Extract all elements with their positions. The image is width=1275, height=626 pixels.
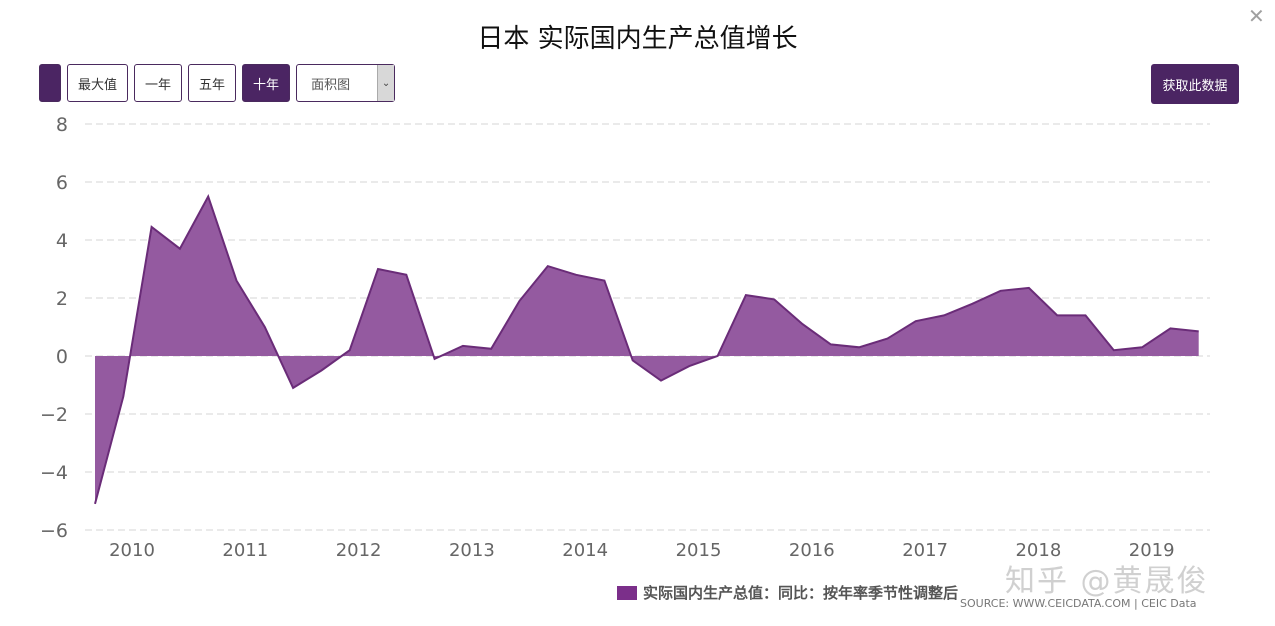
range-button-max[interactable]: 最大值 bbox=[67, 64, 129, 102]
x-axis-ticks: 2010 2011 2012 2013 2014 2015 2016 2017 2018 2019 bbox=[109, 540, 1175, 561]
close-icon[interactable]: ✕ bbox=[1248, 4, 1265, 28]
svg-text:2013: 2013 bbox=[449, 540, 495, 561]
range-toolbar: 最大值 一年 五年 十年 面积图 ⌄ bbox=[39, 64, 396, 104]
range-button-blank[interactable] bbox=[39, 64, 61, 102]
svg-text:4: 4 bbox=[56, 230, 68, 252]
chevron-down-icon: ⌄ bbox=[377, 65, 395, 101]
svg-text:−2: −2 bbox=[40, 404, 68, 426]
legend[interactable]: 实际国内生产总值：同比：按年率季节性调整后 bbox=[617, 582, 958, 603]
svg-text:2014: 2014 bbox=[562, 540, 608, 561]
svg-text:−4: −4 bbox=[40, 462, 68, 484]
svg-text:−6: −6 bbox=[40, 520, 68, 542]
svg-text:2012: 2012 bbox=[336, 540, 382, 561]
area-series bbox=[95, 196, 1199, 504]
range-button-1y[interactable]: 一年 bbox=[134, 64, 183, 102]
range-button-5y[interactable]: 五年 bbox=[188, 64, 237, 102]
chart-type-value: 面积图 bbox=[311, 77, 351, 93]
svg-text:2019: 2019 bbox=[1129, 540, 1175, 561]
chart-title: 日本 实际国内生产总值增长 bbox=[477, 24, 798, 54]
svg-text:2011: 2011 bbox=[222, 540, 268, 561]
chart-type-select[interactable]: 面积图 ⌄ bbox=[296, 64, 396, 102]
legend-label: 实际国内生产总值：同比：按年率季节性调整后 bbox=[643, 584, 959, 602]
get-data-button[interactable]: 获取此数据 bbox=[1151, 64, 1239, 104]
svg-text:2016: 2016 bbox=[789, 540, 835, 561]
y-axis-ticks: 8 6 4 2 0 −2 −4 −6 bbox=[40, 114, 68, 542]
source-note: SOURCE: WWW.CEICDATA.COM | CEIC Data bbox=[960, 597, 1197, 610]
svg-text:2010: 2010 bbox=[109, 540, 155, 561]
svg-text:0: 0 bbox=[56, 346, 68, 368]
svg-text:6: 6 bbox=[56, 172, 68, 194]
svg-text:2015: 2015 bbox=[676, 540, 722, 561]
legend-swatch bbox=[617, 585, 637, 600]
svg-text:2017: 2017 bbox=[902, 540, 948, 561]
range-button-10y[interactable]: 十年 bbox=[242, 64, 291, 102]
svg-text:2: 2 bbox=[56, 288, 68, 310]
svg-text:2018: 2018 bbox=[1015, 540, 1061, 561]
watermark: 知乎 @黄晟俊 bbox=[1005, 564, 1209, 599]
line-series bbox=[94, 194, 1199, 505]
svg-text:8: 8 bbox=[56, 114, 68, 136]
